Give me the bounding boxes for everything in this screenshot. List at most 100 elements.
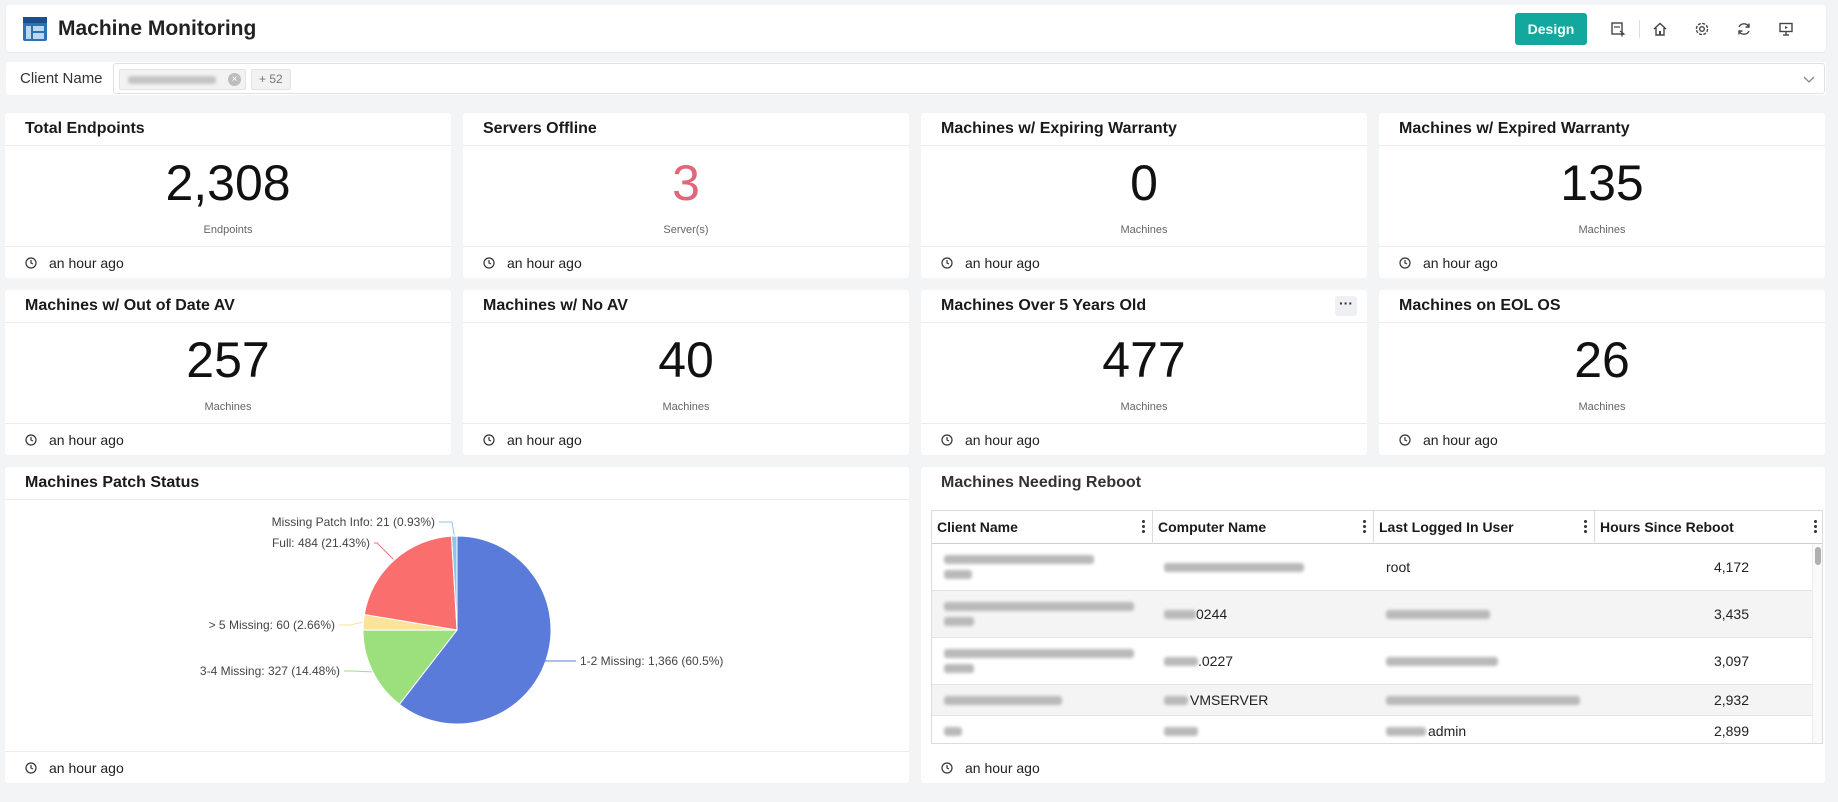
kpi-card-expired-warranty: Machines w/ Expired Warranty 135 Machine… <box>1379 113 1825 278</box>
divider <box>921 322 1367 323</box>
table-row[interactable]: 0244 3,435 <box>932 591 1812 638</box>
kpi-value: 477 <box>1102 332 1186 388</box>
column-header-hours-since-reboot[interactable]: Hours Since Reboot <box>1595 511 1822 544</box>
divider <box>5 322 451 323</box>
pie-slice-3-4-missing[interactable] <box>362 629 459 705</box>
card-title: Machines Needing Reboot <box>941 474 1142 491</box>
column-header-computer-name[interactable]: Computer Name <box>1153 511 1374 544</box>
user-cell <box>1386 591 1586 637</box>
remove-tag-icon[interactable]: × <box>228 73 241 86</box>
more-options-button[interactable]: ··· <box>1335 296 1357 316</box>
computer-name-cell: .0227 <box>1164 638 1364 684</box>
last-updated-text: an hour ago <box>507 431 582 448</box>
kpi-card-eol-os: Machines on EOL OS 26 Machines an hour a… <box>1379 290 1825 455</box>
card-title: Total Endpoints <box>25 120 145 137</box>
clock-icon <box>483 433 495 446</box>
card-footer: an hour ago <box>483 247 582 278</box>
card-title: Servers Offline <box>483 120 597 137</box>
client-name-select[interactable]: × + 52 <box>113 63 1825 94</box>
clock-icon <box>941 761 953 774</box>
divider <box>5 751 909 752</box>
hours-cell: 2,932 <box>1713 692 1749 708</box>
pie-leader-line <box>439 521 455 536</box>
card-title: Machines Patch Status <box>25 474 200 491</box>
patch-status-card: Machines Patch Status 1-2 Missing: 1,366… <box>5 467 909 783</box>
settings-icon[interactable] <box>1691 18 1713 40</box>
pie-leader-line <box>344 670 372 673</box>
header-divider <box>1639 20 1640 38</box>
kpi-unit: Endpoints <box>203 224 253 236</box>
kpi-value: 0 <box>1130 155 1158 211</box>
last-updated-text: an hour ago <box>965 759 1040 776</box>
refresh-icon[interactable] <box>1733 18 1755 40</box>
column-label: Computer Name <box>1158 519 1267 535</box>
divider <box>5 423 451 424</box>
hours-cell: 3,435 <box>1713 606 1749 622</box>
clock-icon <box>1399 256 1411 269</box>
column-menu-icon[interactable] <box>1814 520 1818 534</box>
card-title: Machines w/ Expiring Warranty <box>941 120 1177 137</box>
client-name-cell <box>944 716 1144 743</box>
column-header-last-logged-in-user[interactable]: Last Logged In User <box>1374 511 1595 544</box>
table-row[interactable]: .0227 3,097 <box>932 638 1812 685</box>
pie-slice-label: Full: 484 (21.43%) <box>272 536 370 550</box>
hours-cell: 4,172 <box>1713 559 1749 575</box>
kpi-value: 257 <box>186 332 270 388</box>
card-title: Machines w/ No AV <box>483 297 628 314</box>
column-menu-icon[interactable] <box>1142 520 1146 534</box>
kpi-value: 40 <box>658 332 714 388</box>
kpi-value: 3 <box>672 155 700 211</box>
pie-leader-line <box>374 542 394 560</box>
last-updated-text: an hour ago <box>1423 254 1498 271</box>
home-icon[interactable] <box>1649 18 1671 40</box>
computer-name-cell: VMSERVER <box>1164 685 1364 715</box>
pie-slice-label: Missing Patch Info: 21 (0.93%) <box>272 515 435 529</box>
divider <box>5 246 451 247</box>
user-text: admin <box>1428 723 1467 739</box>
table-row[interactable]: VMSERVER 2,932 <box>932 685 1812 716</box>
divider <box>921 145 1367 146</box>
page-title: Machine Monitoring <box>58 17 257 40</box>
present-icon[interactable] <box>1775 18 1797 40</box>
pie-slice-full[interactable] <box>363 535 458 631</box>
clock-icon <box>941 433 953 446</box>
chevron-down-icon[interactable] <box>1802 72 1816 86</box>
card-title: Machines Over 5 Years Old <box>941 297 1147 314</box>
divider <box>5 145 451 146</box>
column-menu-icon[interactable] <box>1363 520 1367 534</box>
kpi-card-expiring-warranty: Machines w/ Expiring Warranty 0 Machines… <box>921 113 1367 278</box>
last-updated-text: an hour ago <box>49 759 124 776</box>
design-button[interactable]: Design <box>1515 13 1587 45</box>
table-row[interactable]: admin 2,899 <box>932 716 1812 743</box>
kpi-card-out-of-date-av: Machines w/ Out of Date AV 257 Machines … <box>5 290 451 455</box>
table-row[interactable]: root 4,172 <box>932 544 1812 591</box>
more-selected-count[interactable]: + 52 <box>251 69 291 90</box>
kpi-unit: Server(s) <box>663 224 709 236</box>
divider <box>921 246 1367 247</box>
card-footer: an hour ago <box>1399 424 1498 455</box>
column-label: Client Name <box>937 519 1018 535</box>
export-icon[interactable] <box>1607 18 1629 40</box>
column-header-client-name[interactable]: Client Name <box>932 511 1153 544</box>
selected-client-tag: × <box>119 69 246 90</box>
table-scrollbar[interactable] <box>1812 544 1822 743</box>
pie-slice-missing-patch-info[interactable] <box>450 535 458 631</box>
kpi-value: 135 <box>1560 155 1644 211</box>
last-updated-text: an hour ago <box>49 254 124 271</box>
column-label: Hours Since Reboot <box>1600 519 1734 535</box>
computer-name-text: 0244 <box>1196 606 1228 622</box>
table-scrollbar-thumb[interactable] <box>1815 547 1821 565</box>
kpi-card-total-endpoints: Total Endpoints 2,308 Endpoints an hour … <box>5 113 451 278</box>
clock-icon <box>25 433 37 446</box>
redacted-client-name <box>128 76 216 84</box>
user-cell: root <box>1386 559 1411 575</box>
divider <box>5 499 909 500</box>
pie-slice-label: > 5 Missing: 60 (2.66%) <box>209 618 335 632</box>
divider <box>463 423 909 424</box>
kpi-card-no-av: Machines w/ No AV 40 Machines an hour ag… <box>463 290 909 455</box>
filter-bar: Client Name × + 52 <box>6 62 1826 95</box>
card-title: Machines w/ Expired Warranty <box>1399 120 1630 137</box>
last-updated-text: an hour ago <box>507 254 582 271</box>
dashboard-table-icon <box>23 17 47 41</box>
column-menu-icon[interactable] <box>1584 520 1588 534</box>
